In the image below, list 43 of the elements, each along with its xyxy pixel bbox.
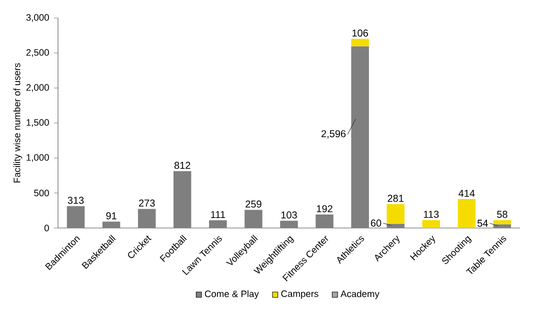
- bar: [493, 224, 512, 228]
- bar: [316, 214, 334, 228]
- y-tick-label: 2,500: [26, 49, 49, 57]
- data-label: 91: [106, 212, 116, 220]
- y-tick-label: 2,000: [26, 84, 49, 92]
- bar: [386, 204, 404, 224]
- y-tick-label: 500: [34, 190, 49, 196]
- bar: [244, 210, 262, 228]
- data-label: 103: [281, 211, 297, 219]
- y-tick-label: 1,500: [26, 119, 49, 127]
- bar: [209, 220, 227, 228]
- data-label: 113: [424, 210, 439, 218]
- data-label: 192: [316, 205, 332, 212]
- data-label: 60: [370, 220, 382, 227]
- bar: [351, 38, 369, 46]
- data-label: 414: [458, 190, 475, 197]
- bar: [422, 220, 440, 228]
- data-label: 273: [139, 200, 155, 207]
- bar: [280, 220, 298, 228]
- data-label: 313: [68, 196, 84, 204]
- data-label: 812: [174, 162, 190, 169]
- bar: [493, 220, 512, 224]
- legend-label: Come & Play: [204, 290, 259, 299]
- bar: [138, 208, 156, 228]
- bar: [458, 199, 476, 228]
- data-label: 54: [477, 220, 488, 227]
- bar: [102, 222, 120, 228]
- bar: [174, 171, 192, 228]
- data-label: 111: [211, 211, 226, 218]
- bar: [386, 224, 404, 228]
- y-axis-title: Facility wise number of users: [13, 63, 22, 182]
- y-tick-label: 3,000: [26, 14, 49, 22]
- bar: [351, 46, 369, 228]
- legend-label: Academy: [340, 290, 380, 299]
- data-label: 58: [497, 210, 508, 218]
- data-label: 2,596: [322, 130, 346, 138]
- data-label: 281: [388, 194, 404, 202]
- data-label: 106: [352, 30, 368, 37]
- bar: [66, 206, 85, 228]
- data-label: 259: [246, 200, 262, 208]
- y-tick-label: 1,000: [26, 154, 49, 162]
- y-tick-label: 0: [44, 224, 49, 232]
- legend-label: Campers: [281, 290, 318, 299]
